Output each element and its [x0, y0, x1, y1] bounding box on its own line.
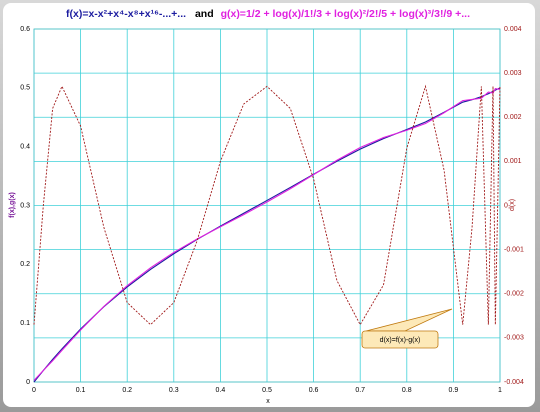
annotation: d(x)=f(x)-g(x)	[380, 337, 421, 344]
y2-tick-label: 0	[504, 202, 508, 209]
y2-tick-label: -0.003	[504, 335, 524, 342]
y2-axis-label: d(x)	[509, 199, 516, 211]
y-axis-label: f(x),g(x)	[9, 192, 16, 218]
x-tick-label: 0.1	[76, 387, 86, 394]
x-tick-label: 0.8	[402, 387, 412, 394]
y2-tick-label: 0.003	[504, 70, 522, 77]
y2-tick-label: 0.001	[504, 158, 522, 165]
title-part: and	[195, 8, 214, 20]
data-line	[33, 87, 501, 381]
y-tick-label: 0.6	[20, 26, 30, 33]
x-tick-label: 0.3	[169, 387, 179, 394]
y2-tick-label: -0.002	[504, 291, 524, 298]
y2-tick-label: -0.004	[504, 379, 524, 386]
data-line	[33, 84, 501, 326]
x-tick-label: 0.2	[122, 387, 132, 394]
chart-title: f(x)=x-x²+x⁴-x⁸+x¹⁶-...+... and g(x)=1/2…	[66, 8, 470, 20]
x-tick-label: 0	[32, 387, 36, 394]
y2-tick-label: 0.002	[504, 114, 522, 121]
y-tick-label: 0.3	[20, 202, 30, 209]
title-part: f(x)=x-x²+x⁴-x⁸+x¹⁶-...+...	[66, 8, 186, 20]
y-tick-label: 0.2	[20, 261, 30, 268]
x-tick-label: 0.9	[449, 387, 459, 394]
y-tick-label: 0.5	[20, 85, 30, 92]
x-tick-label: 0.4	[216, 387, 226, 394]
y-tick-label: 0.4	[20, 144, 30, 151]
x-tick-label: 0.5	[262, 387, 272, 394]
x-tick-label: 0.6	[309, 387, 319, 394]
plot: 0 0.1 0.2 0.3 0.4 0.5 0.6 0.7 0.8 0.9 1-0.004 -0.00…	[20, 26, 524, 394]
title-part: g(x)=1/2 + log(x)/1!/3 + log(x)²/2!/5 + …	[221, 8, 471, 20]
y2-tick-label: -0.001	[504, 246, 524, 253]
x-axis-label: x	[266, 398, 270, 405]
y-tick-label: 0	[26, 379, 30, 386]
y-tick-label: 0.1	[20, 320, 30, 327]
x-tick-label: 1	[498, 387, 502, 394]
x-tick-label: 0.7	[355, 387, 365, 394]
callout-box	[361, 330, 439, 349]
y2-tick-label: 0.004	[504, 26, 522, 33]
